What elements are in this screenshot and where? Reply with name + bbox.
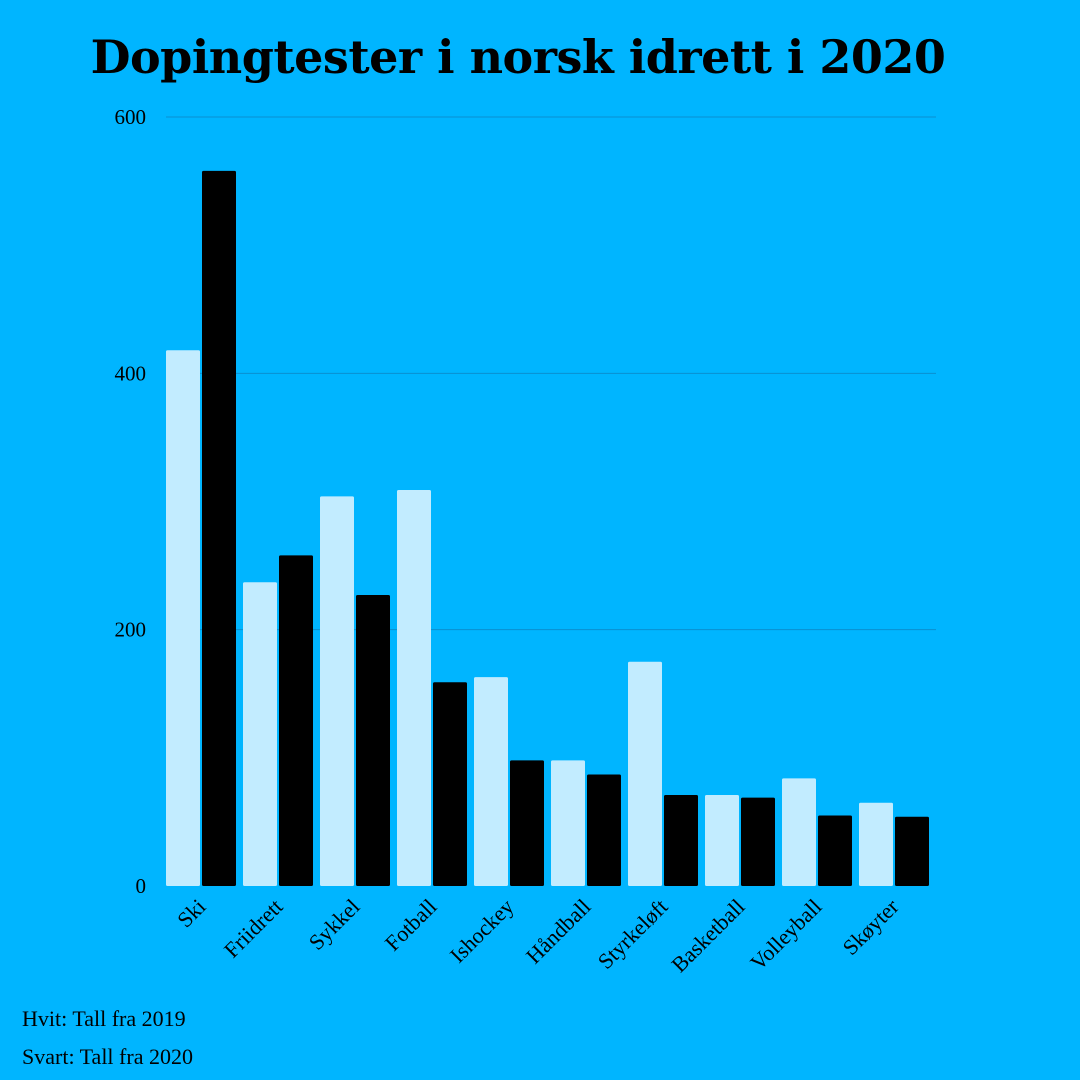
x-tick-label: Sykkel xyxy=(304,894,365,955)
y-axis-ticks: 0 200 400 600 xyxy=(115,105,147,898)
y-tick-label: 200 xyxy=(115,618,147,642)
x-tick-label: Ski xyxy=(172,894,210,932)
bar-chart: 0 200 400 600 Ski Friidrett Sykkel Fotball Isho… xyxy=(115,105,936,977)
bar-basketball-2020 xyxy=(741,797,775,886)
legend-2019: Hvit: Tall fra 2019 xyxy=(22,1006,186,1031)
bar-volleyball-2020 xyxy=(818,815,852,886)
gridlines xyxy=(166,116,936,631)
bar-ski-2020 xyxy=(202,170,236,886)
bar-skøyter-2019 xyxy=(859,802,893,886)
bar-styrkeløft-2020 xyxy=(664,795,698,886)
x-tick-label: Basketball xyxy=(666,894,749,977)
x-tick-label: Ishockey xyxy=(445,894,519,968)
x-tick-label: Volleyball xyxy=(745,894,826,975)
bar-volleyball-2019 xyxy=(782,778,816,886)
bar-håndball-2019 xyxy=(551,760,585,886)
bar-håndball-2020 xyxy=(587,774,621,886)
x-tick-label: Friidrett xyxy=(219,894,288,963)
bar-ishockey-2020 xyxy=(510,760,544,886)
x-tick-label: Fotball xyxy=(380,894,442,956)
bar-fotball-2019 xyxy=(397,489,431,886)
legend-2020: Svart: Tall fra 2020 xyxy=(22,1044,193,1069)
bar-ishockey-2019 xyxy=(474,677,508,886)
bar-basketball-2019 xyxy=(705,795,739,886)
y-tick-label: 0 xyxy=(136,874,147,898)
x-tick-label: Styrkeløft xyxy=(593,894,673,974)
y-tick-label: 600 xyxy=(115,105,147,129)
bar-styrkeløft-2019 xyxy=(628,661,662,886)
chart-title: Dopingtester i norsk idrett i 2020 xyxy=(90,30,946,84)
y-tick-label: 400 xyxy=(115,361,147,385)
bars xyxy=(166,170,929,887)
bar-ski-2019 xyxy=(166,350,200,887)
x-tick-label: Skøyter xyxy=(837,893,904,960)
x-axis-ticks: Ski Friidrett Sykkel Fotball Ishockey Håndbal… xyxy=(172,893,904,977)
bar-fotball-2020 xyxy=(433,682,467,886)
bar-skøyter-2020 xyxy=(895,816,929,886)
bar-friidrett-2020 xyxy=(279,555,313,886)
x-tick-label: Håndball xyxy=(521,894,596,969)
bar-sykkel-2020 xyxy=(356,595,390,886)
bar-sykkel-2019 xyxy=(320,496,354,886)
bar-friidrett-2019 xyxy=(243,582,277,886)
